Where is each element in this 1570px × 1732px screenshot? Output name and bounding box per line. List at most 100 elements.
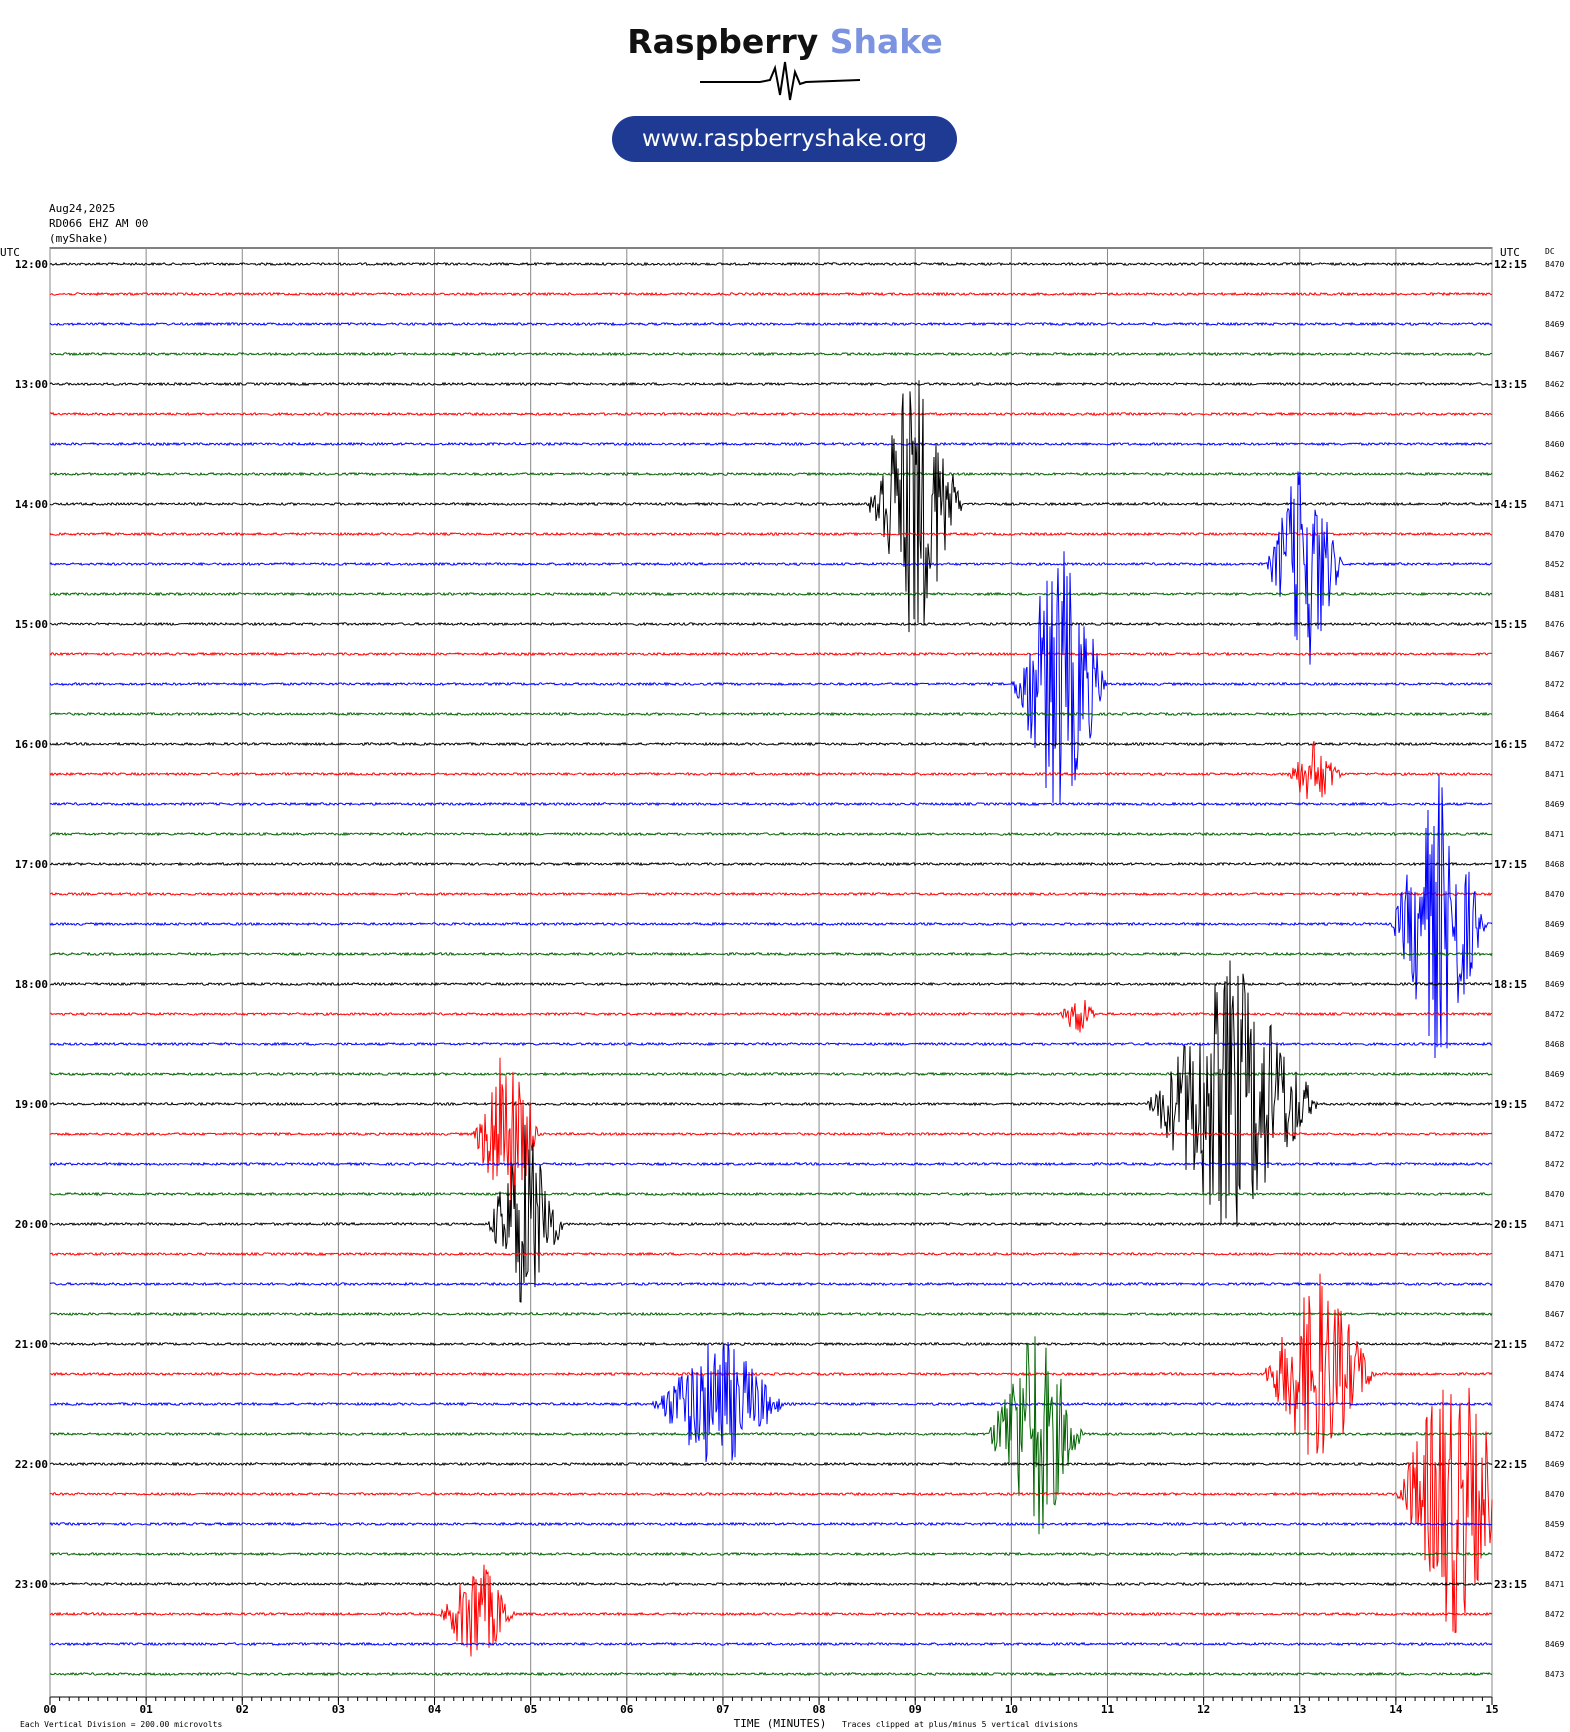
dc-value: 8472 [1545, 1160, 1564, 1169]
dc-value: 8472 [1545, 1010, 1564, 1019]
station-label: RD066 EHZ AM 00 [49, 217, 149, 230]
dc-value: 8472 [1545, 1130, 1564, 1139]
dc-value: 8471 [1545, 1220, 1564, 1229]
dc-value: 8474 [1545, 1370, 1564, 1379]
right-hour-label: 20:15 [1494, 1218, 1527, 1231]
utc-right-label: UTC [1500, 246, 1520, 259]
axis-labels: 8470 8472 8469 8467 8462 8466 8460 8462 8471 8470… [0, 246, 1564, 1730]
x-axis-label: TIME (MINUTES) [734, 1717, 827, 1730]
left-hour-label: 18:00 [15, 978, 48, 991]
dc-value: 8467 [1545, 350, 1564, 359]
trace-line [49, 1281, 1493, 1287]
dc-value: 8468 [1545, 1040, 1564, 1049]
left-hour-label: 15:00 [15, 618, 48, 631]
dc-value: 8472 [1545, 1430, 1564, 1439]
trace-line [49, 1336, 1492, 1535]
trace-line [49, 1251, 1493, 1257]
trace-line [49, 551, 1493, 803]
dc-value: 8470 [1545, 1190, 1564, 1199]
dc-value: 8462 [1545, 470, 1564, 479]
source-label: (myShake) [49, 232, 109, 245]
trace-line [49, 1581, 1493, 1587]
dc-value: 8471 [1545, 500, 1564, 509]
trace-line [49, 291, 1493, 297]
right-hour-label: 21:15 [1494, 1338, 1527, 1351]
dc-value: 8472 [1545, 290, 1564, 299]
dc-value: 8466 [1545, 410, 1564, 419]
trace-line [49, 441, 1493, 447]
trace-line [49, 531, 1493, 537]
dc-value: 8472 [1545, 1340, 1564, 1349]
trace-line [49, 321, 1493, 327]
left-hour-label: 20:00 [15, 1218, 48, 1231]
dc-value: 8472 [1545, 1550, 1564, 1559]
dc-value: 8470 [1545, 1490, 1564, 1499]
trace-line [49, 1641, 1493, 1647]
right-hour-label: 19:15 [1494, 1098, 1527, 1111]
left-hour-label: 23:00 [15, 1578, 48, 1591]
dc-value: 8472 [1545, 1610, 1564, 1619]
trace-line [49, 1124, 1493, 1303]
trace-line [49, 1273, 1493, 1455]
x-tick-label: 12 [1197, 1703, 1210, 1716]
trace-line [49, 1311, 1493, 1317]
trace-line [49, 1191, 1492, 1197]
trace-line [49, 981, 1493, 987]
trace-line [49, 951, 1493, 957]
dc-value: 8469 [1545, 800, 1564, 809]
trace-line [49, 471, 1493, 665]
trace-line [49, 1041, 1493, 1047]
dc-value: 8473 [1545, 1670, 1564, 1679]
x-tick-label: 13 [1293, 1703, 1306, 1716]
left-hour-label: 16:00 [15, 738, 48, 751]
trace-line [49, 411, 1493, 417]
trace-line [49, 774, 1493, 1059]
x-tick-label: 08 [812, 1703, 825, 1716]
trace-line [49, 471, 1493, 477]
trace-line [49, 741, 1493, 747]
brand-title: Raspberry Shake [0, 22, 1570, 61]
dc-value: 8452 [1545, 560, 1564, 569]
x-tick-label: 10 [1005, 1703, 1018, 1716]
plot-frame [49, 247, 1493, 1698]
dc-value: 8470 [1545, 890, 1564, 899]
x-tick-label: 01 [140, 1703, 154, 1716]
right-hour-label: 18:15 [1494, 978, 1527, 991]
trace-line [49, 1551, 1493, 1557]
utc-left-label: UTC [0, 246, 20, 259]
dc-value: 8476 [1545, 620, 1564, 629]
x-tick-label: 14 [1389, 1703, 1403, 1716]
x-tick-label: 07 [716, 1703, 729, 1716]
dc-value: 8462 [1545, 380, 1564, 389]
dc-value: 8469 [1545, 950, 1564, 959]
x-tick-label: 02 [236, 1703, 249, 1716]
trace-line [49, 261, 1493, 267]
dc-value: 8471 [1545, 770, 1564, 779]
footer-right-note: Traces clipped at plus/minus 5 vertical … [842, 1720, 1078, 1729]
trace-line [49, 861, 1493, 867]
trace-line [49, 651, 1493, 657]
brand-part1: Raspberry [627, 22, 819, 61]
trace-line [49, 591, 1493, 597]
x-tick-label: 09 [909, 1703, 922, 1716]
grid [49, 247, 1493, 1705]
trace-line [49, 801, 1493, 807]
right-hour-label: 17:15 [1494, 858, 1527, 871]
trace-line [49, 1387, 1493, 1634]
left-hour-label: 19:00 [15, 1098, 48, 1111]
trace-line [49, 711, 1493, 717]
dc-value: 8467 [1545, 1310, 1564, 1319]
trace-line [49, 1564, 1493, 1657]
right-hour-label: 15:15 [1494, 618, 1527, 631]
trace-line [49, 381, 1493, 387]
dc-value: 8472 [1545, 1100, 1564, 1109]
left-hour-label: 12:00 [15, 258, 48, 271]
website-url[interactable]: www.raspberryshake.org [612, 116, 957, 162]
trace-line [49, 1161, 1493, 1167]
dc-value: 8481 [1545, 590, 1564, 599]
dc-value: 8470 [1545, 260, 1564, 269]
dc-value: 8469 [1545, 320, 1564, 329]
x-tick-label: 05 [524, 1703, 537, 1716]
dc-value: 8460 [1545, 440, 1564, 449]
